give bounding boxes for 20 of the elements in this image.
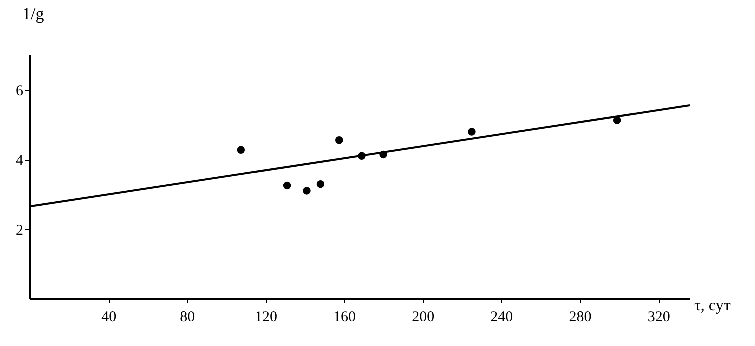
y-tick-label: 6 <box>16 83 24 100</box>
point <box>336 136 344 144</box>
point <box>468 128 476 136</box>
x-tick-label: 160 <box>334 310 356 326</box>
y-axis-title: 1/g <box>22 4 45 24</box>
x-tick-label: 80 <box>180 310 196 326</box>
point <box>613 116 622 124</box>
y-tick-label: 2 <box>16 222 24 239</box>
x-tick-label: 320 <box>648 310 670 326</box>
point <box>303 187 311 195</box>
y-tick-label: 4 <box>16 153 24 170</box>
x-tick-label: 120 <box>254 310 278 326</box>
point <box>237 146 246 154</box>
x-tick-label: 240 <box>490 310 514 326</box>
x-axis-title: τ, сут <box>694 298 731 314</box>
point <box>283 182 292 190</box>
x-tick-label: 280 <box>569 310 592 326</box>
x-tick-label: 40 <box>102 310 117 326</box>
point <box>316 180 325 188</box>
x-tick-label: 200 <box>412 310 435 326</box>
